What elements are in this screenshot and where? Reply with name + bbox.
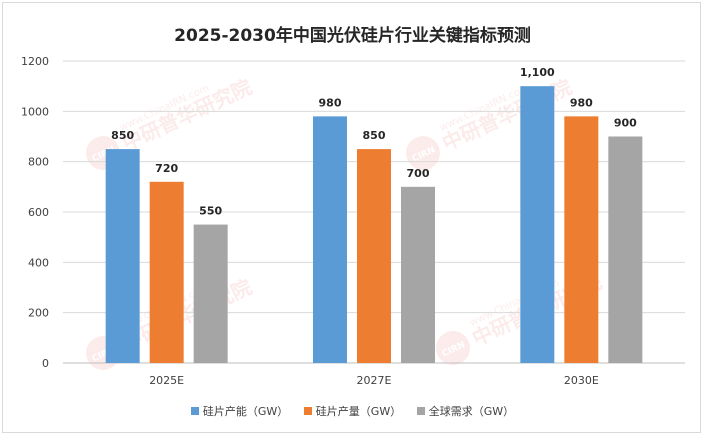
x-tick-label: 2030E: [564, 374, 599, 387]
data-label: 900: [614, 117, 637, 130]
legend-label-capacity: 硅片产能（GW）: [202, 405, 289, 418]
legend-item-output: 硅片产量（GW）: [303, 403, 402, 419]
y-tick-label: 0: [42, 357, 49, 370]
x-axis: 2025E 2027E 2030E: [149, 374, 599, 387]
bar: [149, 181, 184, 363]
bar: [193, 224, 228, 363]
bar: [401, 186, 435, 363]
legend-label-demand: 全球需求（GW）: [428, 405, 515, 418]
bar: [313, 116, 347, 363]
y-tick-label: 1200: [21, 55, 49, 68]
chart-frame: 2025-2030年中国光伏硅片行业关键指标预测 CIRN 中研普华研究院 www.…: [2, 2, 701, 433]
data-label: 980: [319, 96, 342, 109]
x-tick-label: 2025E: [149, 374, 184, 387]
y-tick-label: 800: [28, 156, 49, 169]
bar: [105, 149, 140, 363]
data-label: 720: [155, 162, 178, 175]
y-tick-label: 200: [28, 307, 49, 320]
data-label: 700: [407, 167, 430, 180]
bar: [608, 136, 643, 363]
legend-swatch-output: [303, 407, 312, 415]
data-label: 850: [111, 129, 134, 142]
bar: [564, 116, 599, 363]
bars: [105, 86, 643, 364]
legend-swatch-demand: [416, 407, 425, 415]
legend-swatch-capacity: [190, 407, 199, 415]
legend-item-capacity: 硅片产能（GW）: [190, 403, 289, 419]
y-tick-label: 400: [28, 256, 49, 269]
data-label: 850: [363, 129, 386, 142]
legend-item-demand: 全球需求（GW）: [416, 403, 515, 419]
legend: 硅片产能（GW） 硅片产量（GW） 全球需求（GW）: [3, 403, 702, 419]
y-tick-label: 1000: [21, 105, 49, 118]
x-tick-label: 2027E: [357, 374, 392, 387]
y-tick-label: 600: [28, 206, 49, 219]
watermark-logo: [436, 331, 470, 365]
data-label: 1,100: [520, 66, 555, 79]
bar: [357, 149, 391, 363]
y-axis: 0 200 400 600 800 1000 1200: [21, 55, 49, 370]
legend-label-output: 硅片产量（GW）: [315, 405, 402, 418]
data-label: 980: [570, 96, 593, 109]
bar: [520, 86, 555, 364]
data-label: 550: [199, 205, 222, 218]
chart-title: 2025-2030年中国光伏硅片行业关键指标预测: [174, 26, 531, 46]
data-labels: 850 720 550 980 850 700 1,100 980 900: [111, 66, 637, 217]
